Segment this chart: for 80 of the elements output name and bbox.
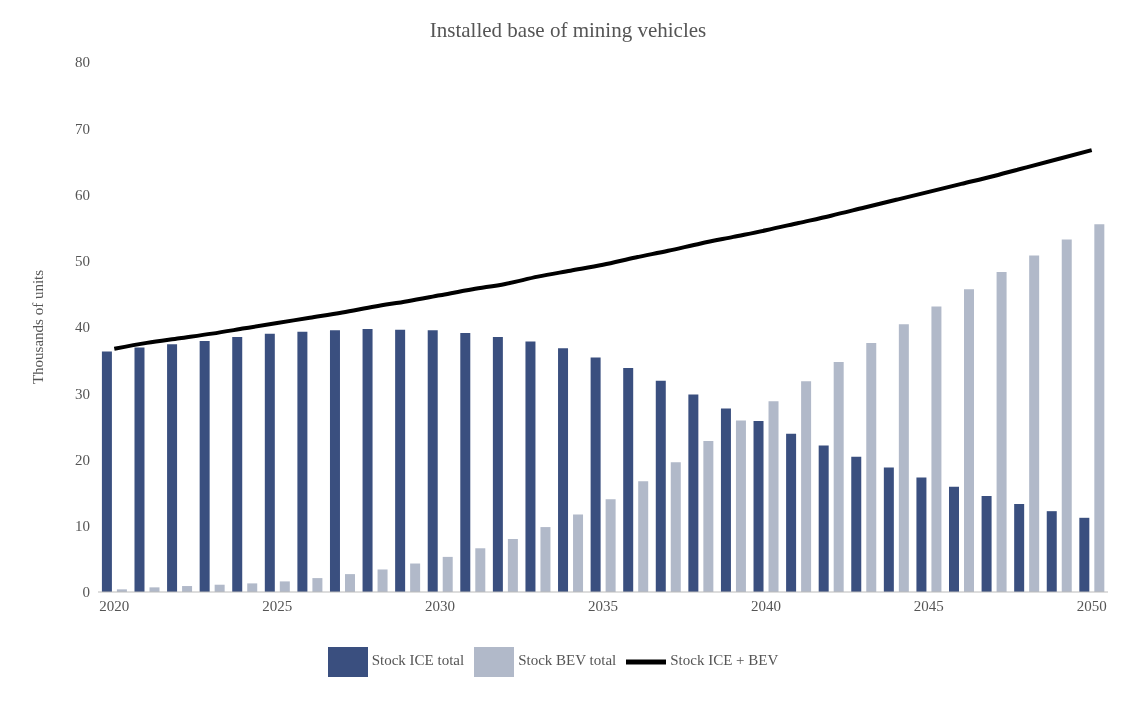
bar bbox=[833, 362, 844, 592]
y-tick-label: 40 bbox=[75, 319, 90, 336]
bar bbox=[395, 329, 406, 592]
bar bbox=[883, 467, 894, 592]
bar bbox=[590, 357, 601, 592]
legend-label: Stock ICE total bbox=[371, 652, 465, 669]
bar bbox=[670, 462, 681, 592]
chart-title: Installed base of mining vehicles bbox=[428, 18, 708, 44]
y-tick-label: 60 bbox=[75, 186, 90, 203]
bar bbox=[996, 272, 1007, 592]
x-tick-label: 2020 bbox=[99, 597, 130, 614]
bar bbox=[916, 477, 927, 592]
x-tick-label: 2030 bbox=[425, 597, 456, 614]
bar bbox=[101, 351, 112, 592]
bar bbox=[638, 481, 649, 592]
bar bbox=[297, 331, 308, 592]
bar bbox=[427, 330, 438, 592]
bar bbox=[410, 563, 421, 592]
y-tick-label: 30 bbox=[75, 385, 90, 402]
bar bbox=[573, 514, 584, 592]
y-tick-label: 80 bbox=[75, 54, 90, 71]
bar bbox=[540, 527, 551, 592]
bar bbox=[655, 380, 666, 592]
y-tick-label: 50 bbox=[75, 253, 90, 270]
bar bbox=[264, 333, 275, 592]
bar bbox=[1029, 255, 1040, 592]
bar bbox=[134, 347, 145, 592]
bar bbox=[851, 456, 862, 592]
y-tick-label: 70 bbox=[75, 120, 90, 137]
bar bbox=[801, 381, 812, 592]
y-tick-label: 0 bbox=[82, 584, 90, 601]
bar bbox=[442, 556, 453, 592]
x-tick-label: 2035 bbox=[588, 597, 618, 614]
bar bbox=[475, 548, 486, 592]
bar bbox=[1079, 517, 1090, 592]
bar bbox=[1014, 503, 1025, 592]
bar bbox=[898, 324, 909, 592]
bar bbox=[507, 539, 518, 592]
x-tick-label: 2040 bbox=[750, 597, 781, 614]
bar bbox=[329, 330, 340, 592]
bar bbox=[344, 574, 355, 592]
y-tick-label: 10 bbox=[75, 518, 90, 535]
x-tick-label: 2025 bbox=[262, 597, 293, 614]
x-tick-label: 2045 bbox=[913, 597, 944, 614]
bar bbox=[279, 581, 290, 592]
bar bbox=[232, 336, 243, 592]
bar bbox=[1061, 239, 1072, 592]
bar bbox=[1046, 511, 1057, 592]
bar bbox=[460, 332, 471, 592]
y-axis-title: Thousands of units bbox=[30, 269, 47, 385]
bar bbox=[931, 306, 942, 592]
bar bbox=[720, 408, 731, 592]
y-tick-label: 20 bbox=[75, 451, 90, 468]
bar bbox=[623, 368, 634, 592]
bar bbox=[605, 499, 616, 592]
bar bbox=[199, 340, 210, 592]
bar bbox=[703, 440, 714, 592]
bar bbox=[312, 578, 323, 592]
legend-label: Stock BEV total bbox=[518, 652, 617, 669]
bar bbox=[735, 420, 746, 592]
bar bbox=[377, 569, 388, 592]
bar bbox=[492, 336, 503, 592]
bar bbox=[1094, 224, 1105, 592]
bar bbox=[753, 421, 764, 592]
x-tick-label: 2050 bbox=[1076, 597, 1107, 614]
bar bbox=[247, 583, 258, 592]
bar bbox=[688, 394, 699, 592]
bar bbox=[786, 433, 797, 592]
bar bbox=[768, 401, 779, 592]
bar bbox=[525, 341, 536, 592]
bar bbox=[558, 348, 569, 592]
bar bbox=[949, 486, 960, 592]
legend-label: Stock ICE + BEV bbox=[670, 652, 779, 669]
bar bbox=[362, 328, 373, 592]
bar bbox=[866, 342, 877, 592]
bar bbox=[818, 445, 829, 592]
bar bbox=[964, 289, 975, 592]
line-series bbox=[112, 148, 1094, 351]
bar bbox=[167, 344, 178, 592]
bar bbox=[981, 495, 992, 592]
